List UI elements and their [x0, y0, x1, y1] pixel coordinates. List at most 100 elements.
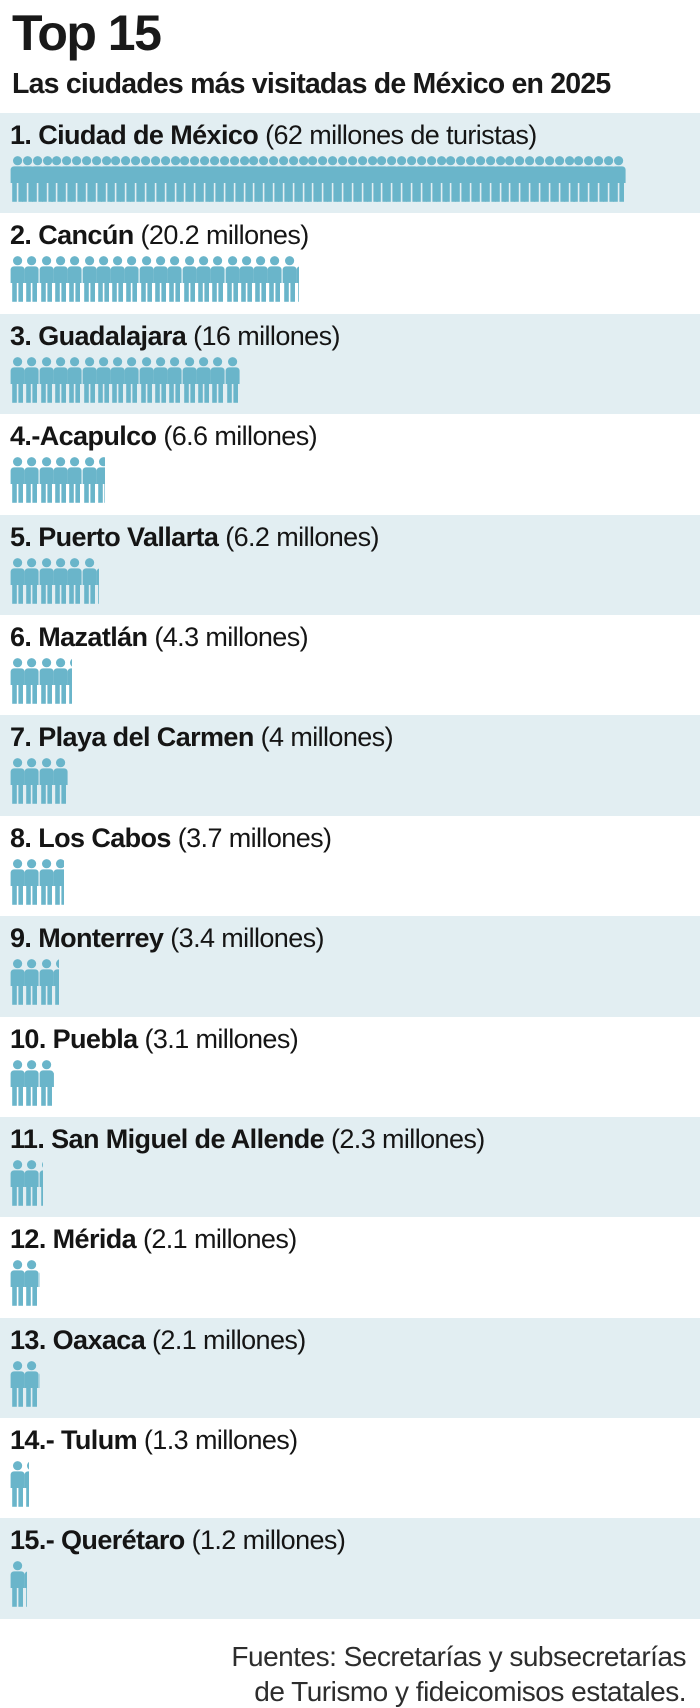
icon-row — [10, 1561, 40, 1608]
person-icon — [239, 256, 254, 303]
city-value: (1.3 millones) — [137, 1425, 298, 1456]
person-icon — [167, 356, 182, 403]
person-icon — [24, 1461, 29, 1507]
icon-row — [10, 457, 111, 504]
city-rank-name: 4.-Acapulco — [10, 421, 157, 452]
city-row: 8. Los Cabos (3.7 millones) — [0, 815, 700, 917]
person-icon — [10, 256, 25, 303]
person-icon — [24, 959, 39, 1005]
person-icon — [210, 356, 225, 403]
person-icon — [39, 758, 54, 805]
person-icon — [153, 256, 168, 303]
city-value: (62 millones de turistas) — [258, 120, 537, 150]
city-rank-name: 7. Playa del Carmen — [10, 722, 254, 753]
person-icon — [53, 557, 68, 604]
city-label: 11. San Miguel de Allende (2.3 millones) — [10, 1123, 700, 1156]
city-label: 5. Puerto Vallarta (6.2 millones) — [10, 521, 700, 554]
city-value: (16 millones) — [186, 320, 340, 351]
person-icon-partial — [53, 1059, 55, 1106]
person-icon-partial — [296, 256, 300, 303]
city-row: 15.- Querétaro (1.2 millones) — [0, 1518, 700, 1619]
person-icon — [10, 1360, 25, 1407]
person-icon — [53, 959, 59, 1005]
city-value: (2.1 millones) — [136, 1224, 297, 1255]
person-icon-partial — [39, 1260, 41, 1307]
city-row: 12. Mérida (2.1 millones) — [0, 1217, 700, 1318]
person-icon — [110, 256, 125, 303]
city-label: 13. Oaxaca (2.1 millones) — [10, 1324, 700, 1357]
person-icon — [39, 1059, 54, 1106]
person-icon — [53, 658, 68, 704]
person-icon-partial — [96, 557, 99, 604]
person-icon — [39, 256, 54, 303]
person-icon — [96, 457, 105, 503]
icon-row — [10, 1260, 54, 1307]
city-row: 2. Cancún (20.2 millones) — [0, 213, 700, 314]
icon-row — [10, 1461, 40, 1508]
city-row: 6. Mazatlán (4.3 millones) — [0, 614, 700, 716]
person-icon — [10, 758, 25, 805]
city-row: 5. Puerto Vallarta (6.2 millones) — [0, 514, 700, 615]
city-rank-name: 5. Puerto Vallarta — [10, 521, 219, 552]
city-label: 8. Los Cabos (3.7 millones) — [10, 822, 700, 855]
city-label: 12. Mérida (2.1 millones) — [10, 1223, 700, 1256]
person-icon-partial — [96, 457, 105, 503]
city-value: (3.1 millones) — [137, 1023, 299, 1054]
city-label: 10. Puebla (3.1 millones) — [10, 1023, 700, 1056]
person-icon — [39, 658, 54, 704]
city-value: (2.1 millones) — [145, 1324, 306, 1355]
city-label: 14.- Tulum (1.3 millones) — [10, 1424, 700, 1457]
person-icon — [10, 1059, 25, 1106]
person-icon — [182, 256, 197, 303]
city-value: (6.2 millones) — [218, 521, 379, 552]
city-rank-name: 13. Oaxaca — [10, 1324, 146, 1355]
person-icon — [39, 356, 54, 403]
person-icon — [225, 356, 240, 403]
city-value: (3.4 millones) — [163, 923, 324, 954]
city-value: (4.3 millones) — [147, 621, 309, 652]
city-rank-name: 11. San Miguel de Allende — [10, 1123, 325, 1154]
person-icon — [24, 1059, 39, 1106]
header: Top 15 Las ciudades más visitadas de Méx… — [0, 0, 700, 113]
city-label: 2. Cancún (20.2 millones) — [10, 219, 700, 252]
icon-row — [10, 758, 82, 805]
person-icon — [39, 1160, 44, 1206]
person-icon — [24, 256, 39, 303]
person-icon — [24, 1160, 39, 1206]
city-rank-name: 10. Puebla — [10, 1023, 138, 1054]
icon-row — [10, 1160, 54, 1207]
person-icon-partial — [24, 1461, 29, 1507]
icon-row — [10, 156, 636, 203]
city-label: 6. Mazatlán (4.3 millones) — [10, 621, 700, 654]
city-rows: 1. Ciudad de México (62 millones de turi… — [0, 113, 700, 1619]
person-icon — [24, 1360, 39, 1407]
city-label: 4.-Acapulco (6.6 millones) — [10, 420, 700, 453]
city-label: 15.- Querétaro (1.2 millones) — [10, 1524, 700, 1557]
person-icon — [24, 457, 39, 503]
person-icon — [10, 1160, 25, 1206]
person-icon — [24, 1561, 28, 1608]
icon-row — [10, 959, 68, 1006]
person-icon-partial — [53, 858, 64, 905]
person-icon — [67, 658, 72, 704]
person-icon — [67, 256, 82, 303]
city-row: 1. Ciudad de México (62 millones de turi… — [0, 113, 700, 214]
person-icon — [39, 959, 54, 1005]
person-icon — [10, 557, 25, 604]
person-icon — [10, 658, 25, 704]
city-rank-name: 8. Los Cabos — [10, 822, 171, 853]
person-icon — [139, 356, 154, 403]
person-icon — [110, 356, 125, 403]
person-icon — [10, 356, 25, 403]
city-rank-name: 9. Monterrey — [10, 923, 164, 954]
person-icon-partial — [24, 1561, 28, 1608]
icon-row — [10, 1059, 68, 1107]
person-icon — [39, 557, 54, 604]
person-icon — [225, 256, 240, 303]
city-row: 11. San Miguel de Allende (2.3 millones) — [0, 1116, 700, 1218]
person-icon — [10, 1561, 25, 1608]
person-icon — [296, 256, 300, 303]
person-icon — [82, 457, 97, 503]
person-icon — [10, 858, 25, 905]
